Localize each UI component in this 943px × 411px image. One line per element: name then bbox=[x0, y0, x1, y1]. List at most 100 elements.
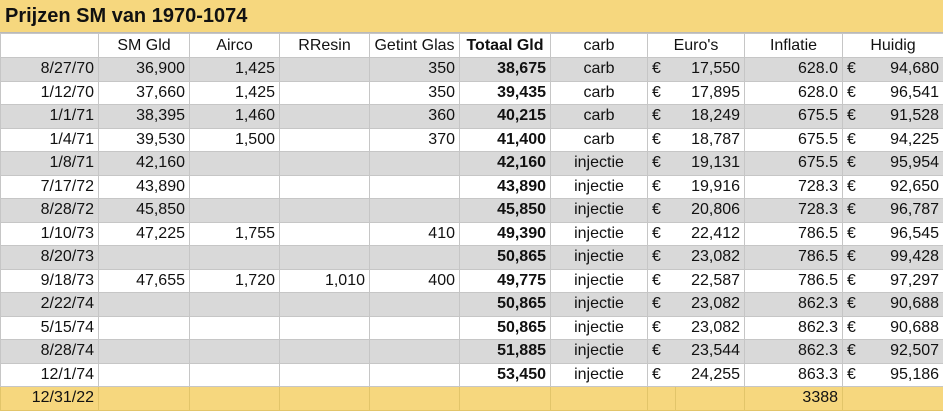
date-cell[interactable]: 1/1/71 bbox=[1, 105, 99, 129]
carb-cell[interactable]: injectie bbox=[551, 199, 648, 223]
sm-gld-cell[interactable]: 47,655 bbox=[99, 269, 190, 293]
rresin-cell[interactable] bbox=[280, 58, 370, 82]
huidig-value-cell[interactable]: 96,545 bbox=[866, 222, 943, 246]
huidig-symbol-cell[interactable]: € bbox=[843, 199, 866, 223]
carb-cell[interactable]: injectie bbox=[551, 246, 648, 270]
inflatie-cell[interactable]: 863.3 bbox=[745, 363, 843, 387]
carb-cell[interactable]: injectie bbox=[551, 269, 648, 293]
airco-cell[interactable] bbox=[190, 199, 280, 223]
euro-symbol-cell[interactable]: € bbox=[648, 105, 676, 129]
huidig-symbol-cell[interactable]: € bbox=[843, 293, 866, 317]
footer-empty-cell[interactable] bbox=[843, 387, 943, 411]
huidig-symbol-cell[interactable]: € bbox=[843, 269, 866, 293]
getint-glas-cell[interactable]: 350 bbox=[370, 81, 460, 105]
huidig-symbol-cell[interactable]: € bbox=[843, 81, 866, 105]
huidig-value-cell[interactable]: 95,954 bbox=[866, 152, 943, 176]
huidig-symbol-cell[interactable]: € bbox=[843, 340, 866, 364]
getint-glas-cell[interactable] bbox=[370, 246, 460, 270]
inflatie-cell[interactable]: 786.5 bbox=[745, 269, 843, 293]
sm-gld-cell[interactable]: 47,225 bbox=[99, 222, 190, 246]
airco-cell[interactable]: 1,500 bbox=[190, 128, 280, 152]
carb-cell[interactable]: injectie bbox=[551, 340, 648, 364]
euro-symbol-cell[interactable]: € bbox=[648, 293, 676, 317]
euro-value-cell[interactable]: 17,895 bbox=[676, 81, 745, 105]
airco-cell[interactable] bbox=[190, 340, 280, 364]
carb-cell[interactable]: injectie bbox=[551, 222, 648, 246]
inflatie-cell[interactable]: 862.3 bbox=[745, 340, 843, 364]
rresin-cell[interactable] bbox=[280, 199, 370, 223]
huidig-value-cell[interactable]: 90,688 bbox=[866, 293, 943, 317]
sm-gld-cell[interactable]: 45,850 bbox=[99, 199, 190, 223]
euro-value-cell[interactable]: 18,787 bbox=[676, 128, 745, 152]
getint-glas-cell[interactable]: 410 bbox=[370, 222, 460, 246]
getint-glas-cell[interactable]: 350 bbox=[370, 58, 460, 82]
rresin-cell[interactable]: 1,010 bbox=[280, 269, 370, 293]
sm-gld-cell[interactable]: 39,530 bbox=[99, 128, 190, 152]
totaal-gld-cell[interactable]: 50,865 bbox=[460, 316, 551, 340]
inflatie-cell[interactable]: 862.3 bbox=[745, 316, 843, 340]
airco-cell[interactable] bbox=[190, 316, 280, 340]
header-getint-glas[interactable]: Getint Glas bbox=[370, 34, 460, 58]
totaal-gld-cell[interactable]: 43,890 bbox=[460, 175, 551, 199]
sm-gld-cell[interactable] bbox=[99, 316, 190, 340]
getint-glas-cell[interactable] bbox=[370, 316, 460, 340]
inflatie-cell[interactable]: 728.3 bbox=[745, 175, 843, 199]
inflatie-cell[interactable]: 862.3 bbox=[745, 293, 843, 317]
header-huidig[interactable]: Huidig bbox=[843, 34, 943, 58]
footer-empty-cell[interactable] bbox=[370, 387, 460, 411]
huidig-value-cell[interactable]: 92,507 bbox=[866, 340, 943, 364]
carb-cell[interactable]: carb bbox=[551, 58, 648, 82]
huidig-symbol-cell[interactable]: € bbox=[843, 152, 866, 176]
footer-empty-cell[interactable] bbox=[280, 387, 370, 411]
airco-cell[interactable]: 1,720 bbox=[190, 269, 280, 293]
airco-cell[interactable] bbox=[190, 152, 280, 176]
huidig-symbol-cell[interactable]: € bbox=[843, 175, 866, 199]
header-totaal-gld[interactable]: Totaal Gld bbox=[460, 34, 551, 58]
euro-value-cell[interactable]: 19,916 bbox=[676, 175, 745, 199]
carb-cell[interactable]: injectie bbox=[551, 316, 648, 340]
inflatie-cell[interactable]: 675.5 bbox=[745, 128, 843, 152]
huidig-symbol-cell[interactable]: € bbox=[843, 105, 866, 129]
huidig-value-cell[interactable]: 92,650 bbox=[866, 175, 943, 199]
huidig-symbol-cell[interactable]: € bbox=[843, 58, 866, 82]
getint-glas-cell[interactable] bbox=[370, 152, 460, 176]
totaal-gld-cell[interactable]: 39,435 bbox=[460, 81, 551, 105]
footer-empty-cell[interactable] bbox=[676, 387, 745, 411]
inflatie-cell[interactable]: 628.0 bbox=[745, 81, 843, 105]
totaal-gld-cell[interactable]: 41,400 bbox=[460, 128, 551, 152]
carb-cell[interactable]: injectie bbox=[551, 293, 648, 317]
getint-glas-cell[interactable] bbox=[370, 175, 460, 199]
getint-glas-cell[interactable] bbox=[370, 340, 460, 364]
footer-empty-cell[interactable] bbox=[551, 387, 648, 411]
header-cell-date[interactable] bbox=[1, 34, 99, 58]
euro-value-cell[interactable]: 23,082 bbox=[676, 246, 745, 270]
header-euros[interactable]: Euro's bbox=[648, 34, 745, 58]
sm-gld-cell[interactable]: 38,395 bbox=[99, 105, 190, 129]
huidig-value-cell[interactable]: 99,428 bbox=[866, 246, 943, 270]
totaal-gld-cell[interactable]: 49,390 bbox=[460, 222, 551, 246]
footer-inflatie-cell[interactable]: 3388 bbox=[745, 387, 843, 411]
airco-cell[interactable] bbox=[190, 246, 280, 270]
footer-date-cell[interactable]: 12/31/22 bbox=[1, 387, 99, 411]
sm-gld-cell[interactable]: 37,660 bbox=[99, 81, 190, 105]
huidig-symbol-cell[interactable]: € bbox=[843, 222, 866, 246]
inflatie-cell[interactable]: 675.5 bbox=[745, 152, 843, 176]
date-cell[interactable]: 7/17/72 bbox=[1, 175, 99, 199]
totaal-gld-cell[interactable]: 50,865 bbox=[460, 293, 551, 317]
euro-value-cell[interactable]: 23,082 bbox=[676, 316, 745, 340]
huidig-symbol-cell[interactable]: € bbox=[843, 363, 866, 387]
totaal-gld-cell[interactable]: 42,160 bbox=[460, 152, 551, 176]
euro-value-cell[interactable]: 22,412 bbox=[676, 222, 745, 246]
euro-symbol-cell[interactable]: € bbox=[648, 222, 676, 246]
inflatie-cell[interactable]: 786.5 bbox=[745, 222, 843, 246]
sm-gld-cell[interactable] bbox=[99, 363, 190, 387]
footer-empty-cell[interactable] bbox=[99, 387, 190, 411]
rresin-cell[interactable] bbox=[280, 293, 370, 317]
euro-value-cell[interactable]: 17,550 bbox=[676, 58, 745, 82]
date-cell[interactable]: 8/27/70 bbox=[1, 58, 99, 82]
sm-gld-cell[interactable] bbox=[99, 246, 190, 270]
huidig-value-cell[interactable]: 91,528 bbox=[866, 105, 943, 129]
date-cell[interactable]: 1/4/71 bbox=[1, 128, 99, 152]
date-cell[interactable]: 1/8/71 bbox=[1, 152, 99, 176]
rresin-cell[interactable] bbox=[280, 246, 370, 270]
